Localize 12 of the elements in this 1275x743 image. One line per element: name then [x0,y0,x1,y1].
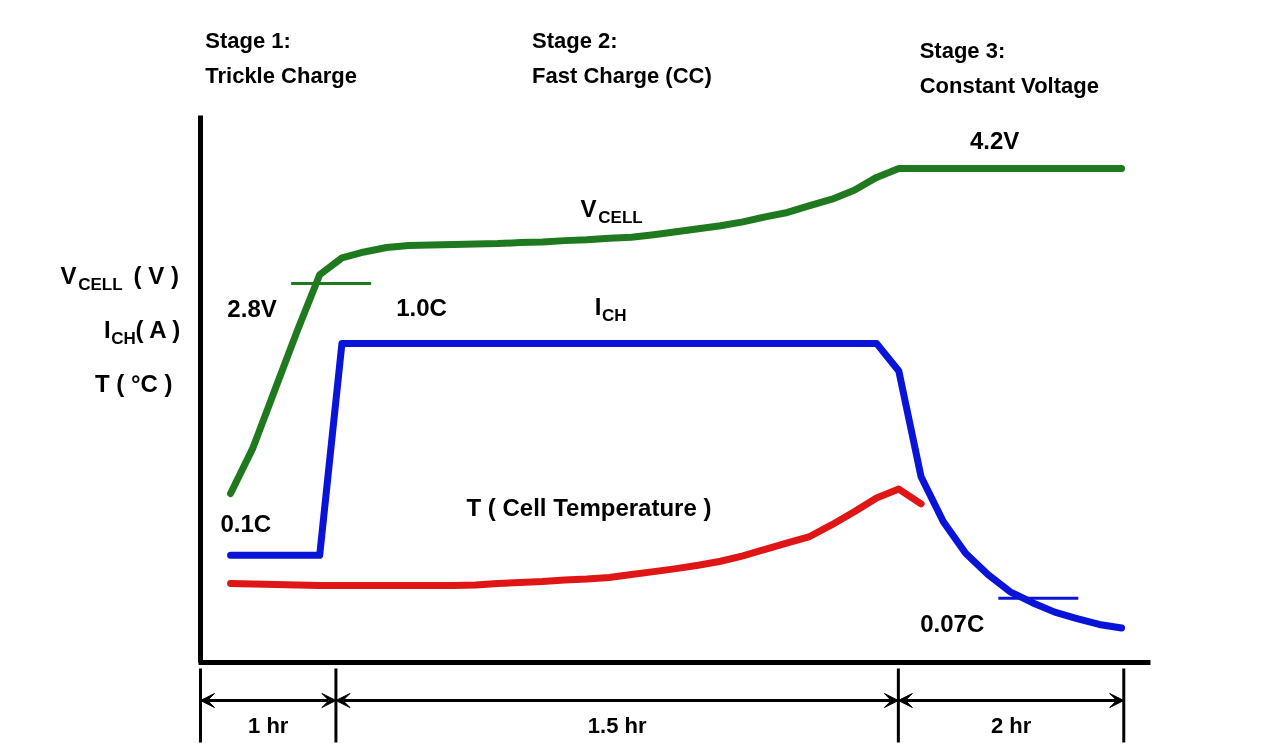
text: 1.5 hr [587,713,647,738]
annotation: 1.0C [396,293,447,321]
text: Stage 3: Constant Voltage [919,38,1099,98]
text: Stage 1: Trickle Charge [205,28,357,88]
annotation: 0.1C [220,510,272,538]
text: 4.2V [970,126,1020,154]
text: 1 hr [248,713,289,738]
series-label: T ( Cell Temperature ) [466,493,712,521]
text: Stage 2: Fast Charge (CC) [532,28,712,88]
text: 2 hr [990,713,1032,738]
ref-line-label: 0.07C [920,609,985,637]
ref-line-label: 2.8V [227,295,277,323]
